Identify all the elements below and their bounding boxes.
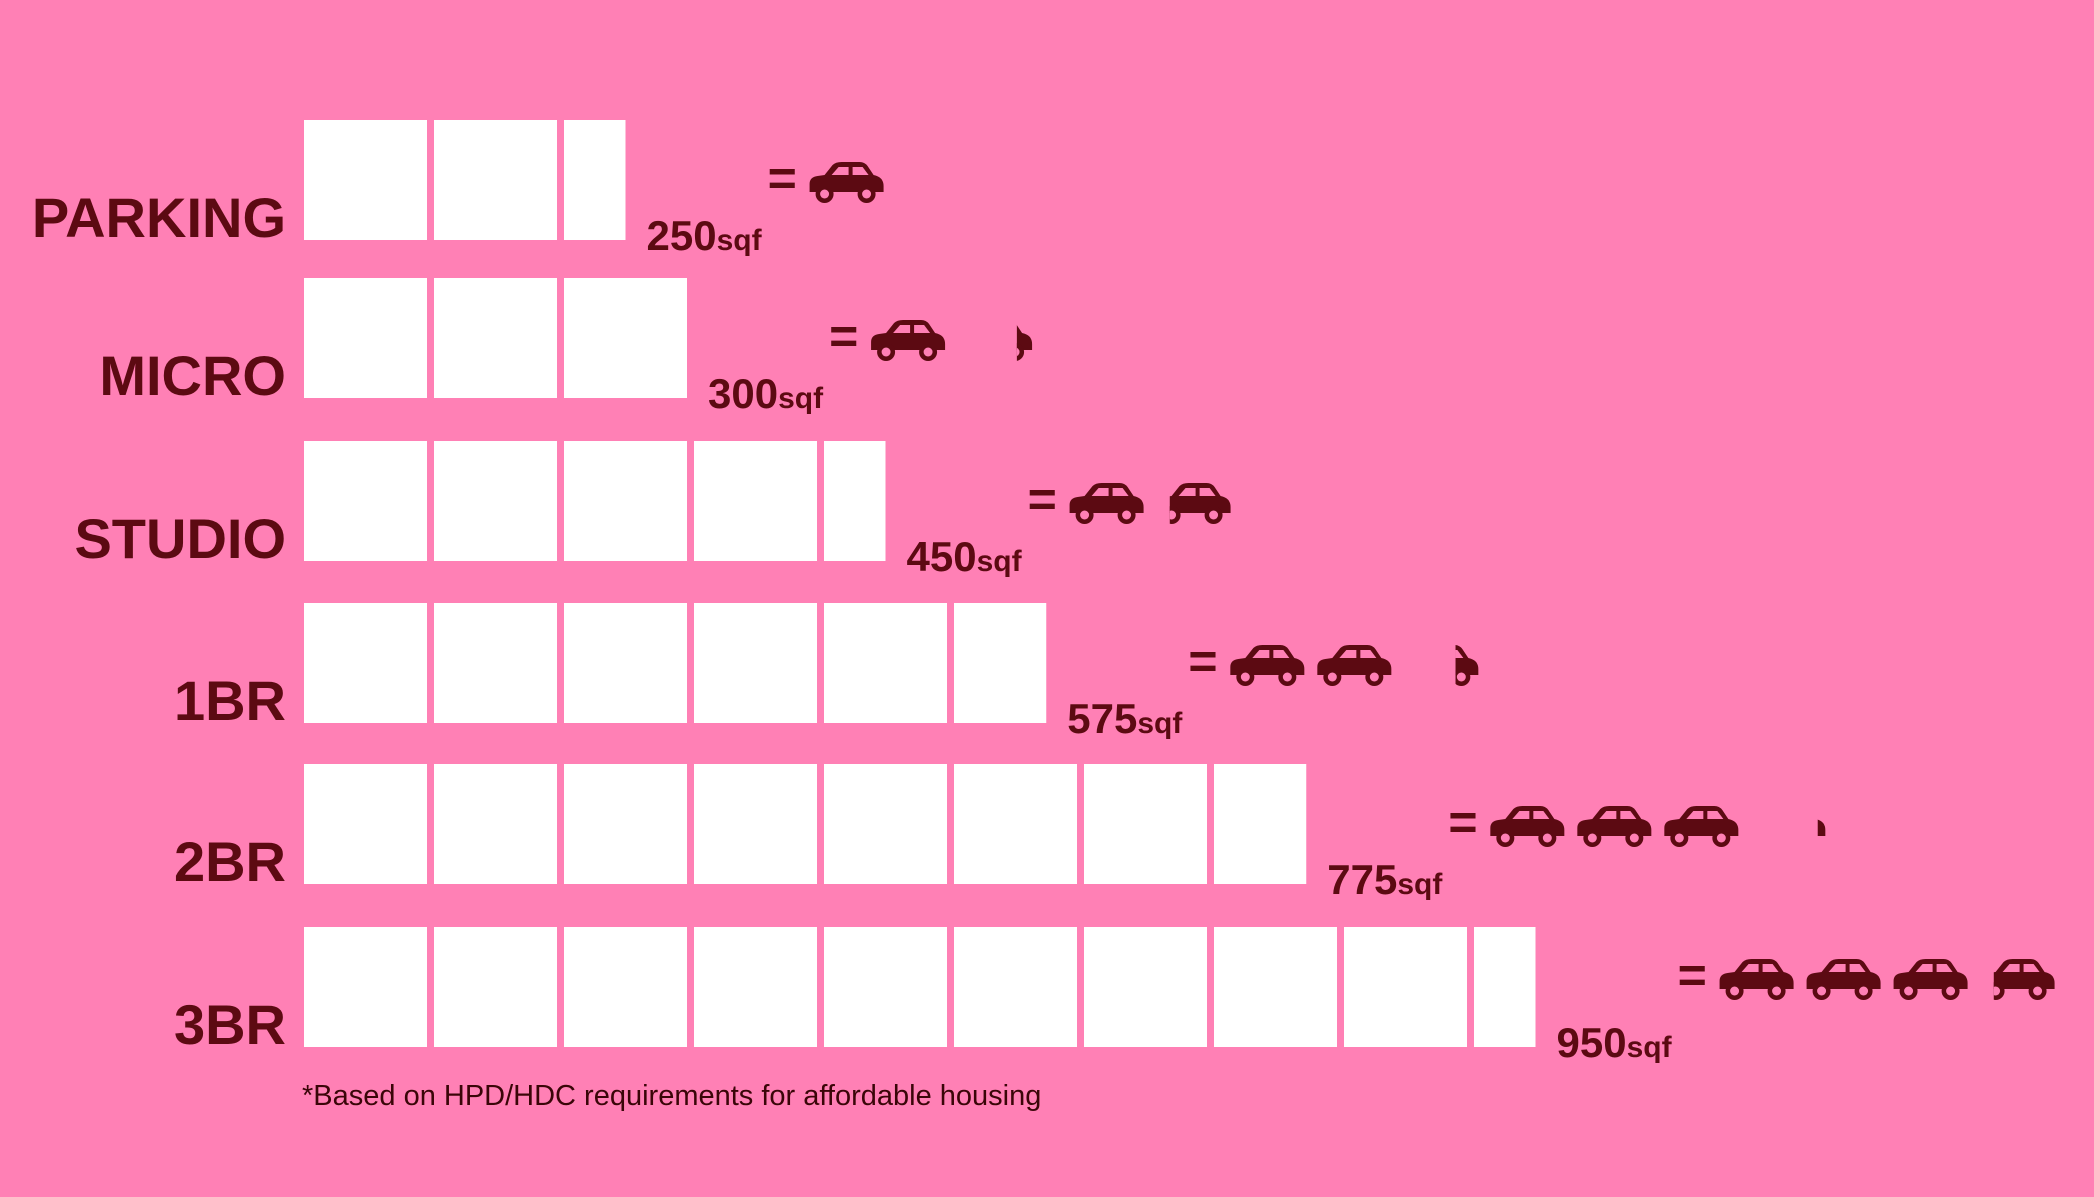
- category-label: STUDIO: [74, 507, 286, 570]
- car-equivalents: [809, 162, 884, 203]
- bar-block: [434, 120, 557, 240]
- value-label: 950sqf: [1557, 1019, 1673, 1066]
- car-icon: [1490, 806, 1565, 847]
- value-unit: sqf: [717, 224, 763, 257]
- bar-block: [1214, 927, 1337, 1047]
- footnote: *Based on HPD/HDC requirements for affor…: [302, 1080, 1042, 1112]
- car-icon: [1016, 325, 1033, 361]
- car-equivalents: [1230, 645, 1479, 686]
- chart-rows: PARKING 250sqf=MICRO 300sqf=STUDIO 450sqf=1…: [32, 120, 2055, 1066]
- bar-block: [434, 764, 557, 884]
- value-label: 775sqf: [1327, 856, 1443, 903]
- bar-block: [694, 441, 817, 561]
- equals-sign: =: [1448, 794, 1477, 850]
- bar-block: [824, 603, 947, 723]
- bar-block: [694, 764, 817, 884]
- car-equivalents: [1490, 806, 1826, 847]
- equals-sign: =: [1188, 633, 1217, 689]
- category-label: PARKING: [32, 186, 286, 249]
- value-unit: sqf: [778, 382, 824, 415]
- bar-block: [564, 764, 687, 884]
- car-icon: [1893, 959, 1968, 1000]
- bar-block: [304, 120, 427, 240]
- bar-block-partial: [1214, 764, 1307, 884]
- bar-block: [434, 927, 557, 1047]
- bar-block: [1344, 927, 1467, 1047]
- car-icon: [1817, 819, 1826, 836]
- bar-block: [304, 603, 427, 723]
- bar-block: [304, 927, 427, 1047]
- bar-block: [694, 927, 817, 1047]
- value-label: 450sqf: [907, 533, 1023, 580]
- bar-block: [564, 603, 687, 723]
- car-equivalents: [871, 320, 1033, 361]
- car-icon: [1455, 645, 1479, 686]
- car-icon: [1169, 483, 1231, 524]
- car-equivalents: [1719, 959, 2055, 1000]
- car-icon: [809, 162, 884, 203]
- equals-sign: =: [768, 150, 797, 206]
- value-label: 250sqf: [647, 212, 763, 259]
- bar-block: [564, 927, 687, 1047]
- bar-block: [434, 441, 557, 561]
- category-label: 3BR: [174, 993, 286, 1056]
- chart-row-micro: MICRO 300sqf=: [99, 278, 1033, 417]
- value-unit: sqf: [1397, 868, 1443, 901]
- bar-block: [304, 764, 427, 884]
- bar-block: [304, 441, 427, 561]
- equals-sign: =: [1028, 471, 1057, 527]
- value-unit: sqf: [1627, 1031, 1673, 1064]
- equals-sign: =: [829, 308, 858, 364]
- car-icon: [1069, 483, 1144, 524]
- bar-block: [564, 441, 687, 561]
- value-label: 575sqf: [1067, 695, 1183, 742]
- car-icon: [1993, 959, 2055, 1000]
- bar-block: [694, 603, 817, 723]
- bar-block: [954, 764, 1077, 884]
- bar-block: [1084, 927, 1207, 1047]
- bar-block-partial: [564, 120, 626, 240]
- chart-row-1br: 1BR 575sqf=: [174, 603, 1479, 742]
- bar-block: [824, 764, 947, 884]
- bar-block: [434, 603, 557, 723]
- chart-row-3br: 3BR 950sqf=: [174, 927, 2055, 1066]
- car-icon: [1664, 806, 1739, 847]
- chart-row-2br: 2BR 775sqf=: [174, 764, 1826, 903]
- chart-row-studio: STUDIO 450sqf=: [74, 441, 1231, 580]
- car-icon: [871, 320, 946, 361]
- bar-block: [1084, 764, 1207, 884]
- car-icon: [1719, 959, 1794, 1000]
- car-equivalents: [1069, 483, 1231, 524]
- car-icon: [1577, 806, 1652, 847]
- bar-block: [304, 278, 427, 398]
- value-unit: sqf: [1137, 707, 1183, 740]
- bar-block-partial: [1474, 927, 1536, 1047]
- bar-block: [954, 927, 1077, 1047]
- bar-block-partial: [824, 441, 886, 561]
- value-unit: sqf: [977, 545, 1023, 578]
- value-label: 300sqf: [708, 370, 824, 417]
- category-label: 1BR: [174, 669, 286, 732]
- car-icon: [1230, 645, 1305, 686]
- bar-block: [564, 278, 687, 398]
- equals-sign: =: [1678, 947, 1707, 1003]
- category-label: 2BR: [174, 830, 286, 893]
- category-label: MICRO: [99, 344, 286, 407]
- bar-block: [434, 278, 557, 398]
- car-icon: [1317, 645, 1392, 686]
- bar-block: [824, 927, 947, 1047]
- car-icon: [1806, 959, 1881, 1000]
- chart-row-parking: PARKING 250sqf=: [32, 120, 884, 259]
- bar-block-partial: [954, 603, 1047, 723]
